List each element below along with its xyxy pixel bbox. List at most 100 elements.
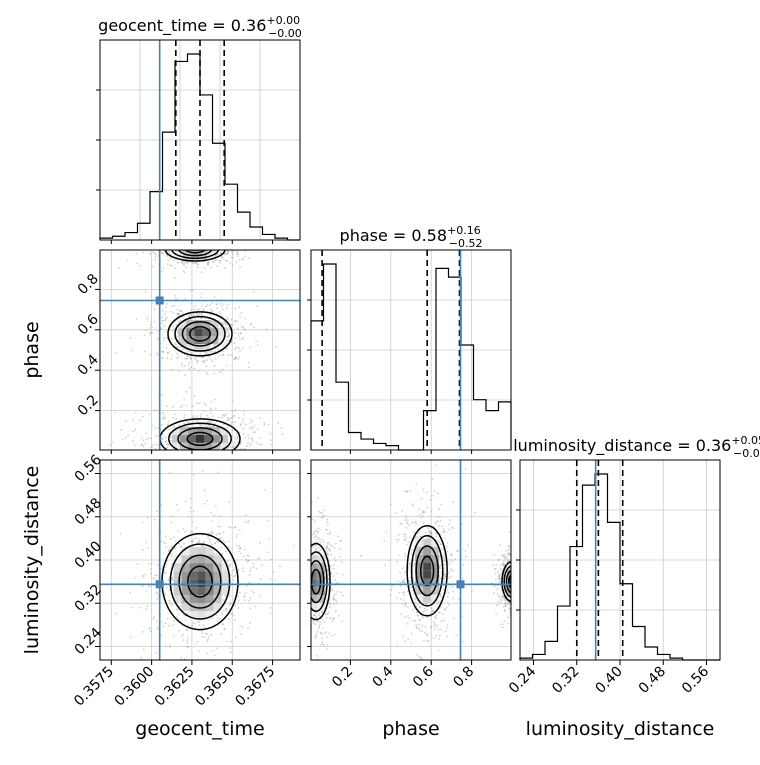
- sample-point: [243, 599, 246, 602]
- sample-point: [224, 321, 226, 324]
- sample-point: [269, 432, 272, 435]
- sample-point: [245, 423, 247, 426]
- sample-point: [164, 436, 167, 439]
- sample-point: [406, 522, 409, 525]
- sample-point: [207, 261, 210, 263]
- sample-point: [213, 514, 216, 517]
- sample-point: [183, 398, 186, 401]
- sample-point: [443, 574, 446, 576]
- sample-point: [235, 357, 238, 360]
- joint-geocent_time-luminosity_distance-mode-0-density-cell: [189, 547, 198, 556]
- sample-point: [189, 309, 192, 312]
- sample-point: [164, 542, 167, 545]
- sample-point: [498, 575, 501, 578]
- sample-point: [242, 337, 245, 339]
- sample-point: [313, 530, 316, 533]
- sample-point: [238, 545, 241, 547]
- sample-point: [134, 444, 136, 447]
- joint-geocent_time-phase-mode-2-contour-1: [171, 250, 220, 260]
- sample-point: [162, 319, 165, 322]
- sample-point: [181, 404, 184, 407]
- sample-point: [493, 568, 496, 570]
- sample-point: [180, 545, 183, 548]
- xtick-label: 0.4: [370, 663, 397, 690]
- sample-point: [171, 354, 173, 357]
- joint-geocent_time-luminosity_distance-mode-0-density-cell: [197, 563, 206, 572]
- sample-point: [136, 563, 139, 566]
- sample-point: [437, 492, 439, 495]
- sample-point: [230, 342, 233, 344]
- sample-point: [228, 540, 230, 543]
- sample-point: [503, 602, 506, 605]
- sample-point: [213, 345, 216, 347]
- sample-point: [412, 564, 415, 567]
- sample-point: [201, 630, 204, 632]
- sample-point: [229, 647, 232, 649]
- sample-point: [174, 267, 177, 269]
- sample-point: [202, 540, 205, 543]
- sample-point: [415, 611, 418, 614]
- sample-point: [188, 361, 191, 364]
- sample-point: [404, 603, 407, 606]
- title-eq: =: [388, 226, 412, 245]
- sample-point: [237, 358, 240, 361]
- sample-point: [390, 588, 393, 591]
- sample-point: [462, 563, 465, 566]
- truth-marker: [155, 580, 164, 589]
- sample-point: [222, 413, 224, 416]
- sample-point: [256, 344, 259, 346]
- sample-point: [328, 603, 331, 606]
- sample-point: [415, 605, 418, 608]
- sample-point: [232, 256, 234, 259]
- joint-geocent_time-luminosity_distance-mode-0-density-cell: [173, 555, 182, 564]
- sample-point: [194, 627, 197, 629]
- joint-geocent_time-phase-mode-2-density-cell: [191, 250, 200, 252]
- sample-point: [230, 417, 233, 420]
- joint-phase-luminosity_distance-mode-2-contour-1: [503, 565, 511, 598]
- sample-point: [325, 550, 328, 552]
- joint-phase-luminosity_distance-mode-0-density-cell: [431, 570, 440, 579]
- sample-point: [228, 545, 230, 548]
- sample-point: [409, 580, 411, 583]
- sample-point: [142, 445, 145, 448]
- sample-point: [314, 520, 317, 523]
- sample-point: [249, 570, 251, 572]
- sample-point: [167, 443, 170, 446]
- sample-point: [206, 414, 208, 417]
- sample-point: [250, 322, 253, 325]
- xtick-label: 0.24: [506, 663, 539, 696]
- sample-point: [234, 604, 237, 607]
- sample-point: [232, 575, 235, 578]
- sample-point: [461, 616, 464, 618]
- sample-point: [496, 588, 499, 591]
- sample-point: [441, 525, 443, 528]
- joint-geocent_time-phase-mode-1-contour-1: [168, 422, 232, 450]
- sample-point: [421, 512, 424, 514]
- sample-point: [211, 531, 214, 533]
- sample-point: [142, 574, 145, 577]
- sample-point: [176, 616, 179, 619]
- sample-point: [231, 429, 234, 431]
- sample-point: [280, 427, 283, 429]
- sample-point: [428, 530, 431, 532]
- sample-point: [201, 632, 204, 635]
- sample-point: [222, 353, 224, 356]
- sample-point: [148, 562, 150, 565]
- sample-point: [218, 371, 221, 373]
- sample-point: [501, 626, 504, 628]
- sample-point: [403, 538, 406, 541]
- sample-point: [229, 446, 232, 448]
- sample-point: [221, 322, 223, 324]
- sample-point: [164, 645, 167, 648]
- sample-point: [169, 646, 172, 648]
- sample-point: [390, 503, 392, 506]
- sample-point: [321, 516, 324, 519]
- sample-point: [433, 621, 435, 623]
- sample-point: [237, 332, 240, 335]
- sample-point: [163, 417, 166, 420]
- sample-point: [150, 321, 153, 323]
- sample-point: [333, 599, 336, 601]
- sample-point: [497, 577, 500, 580]
- sample-point: [213, 422, 216, 425]
- sample-point: [454, 558, 456, 561]
